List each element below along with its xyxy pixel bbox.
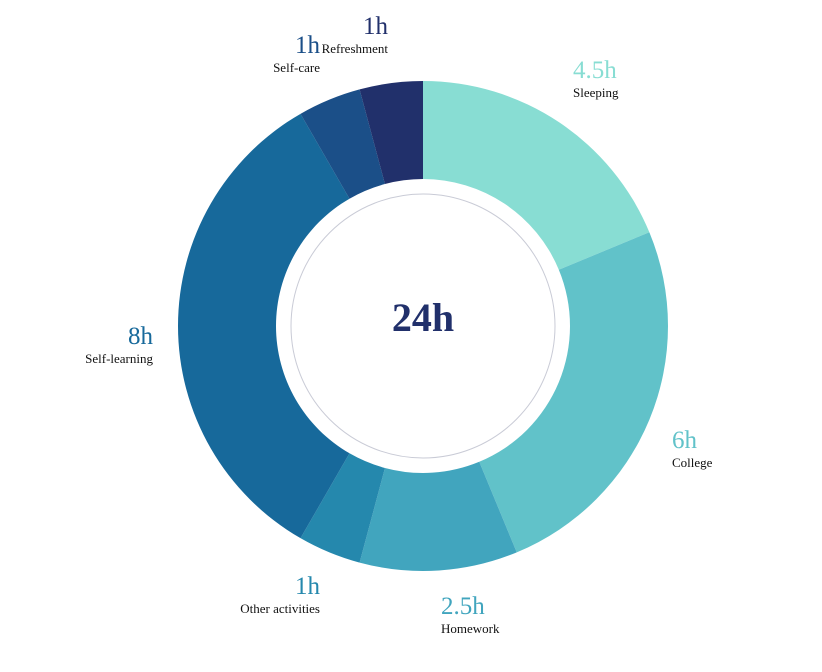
slice-label-self-learning: 8h Self-learning bbox=[53, 324, 153, 365]
slice-sleeping bbox=[423, 81, 650, 270]
slice-value-self-learning: 8h bbox=[128, 323, 153, 350]
slice-refreshment bbox=[359, 81, 423, 185]
slice-label-other-activities: 1h Other activities bbox=[220, 574, 320, 615]
slice-other-activities bbox=[300, 453, 385, 563]
slice-label-refreshment: 1h Refreshment bbox=[288, 14, 388, 55]
slice-name-self-care: Self-care bbox=[273, 60, 320, 75]
slice-value-college: 6h bbox=[672, 427, 697, 454]
slice-self-care bbox=[300, 89, 385, 199]
slice-name-refreshment: Refreshment bbox=[321, 41, 388, 56]
slice-name-self-learning: Self-learning bbox=[85, 351, 153, 366]
slice-value-sleeping: 4.5h bbox=[573, 57, 617, 84]
slice-value-other-activities: 1h bbox=[295, 573, 320, 600]
slice-name-homework: Homework bbox=[441, 621, 500, 636]
slice-name-college: College bbox=[672, 455, 713, 470]
slice-homework bbox=[359, 461, 517, 571]
inner-ring bbox=[290, 193, 556, 459]
total-hours-label: 24h bbox=[391, 295, 455, 340]
slice-value-refreshment: 1h bbox=[363, 13, 388, 40]
slice-value-self-care: 1h bbox=[295, 32, 320, 59]
slice-college bbox=[479, 232, 668, 553]
slice-label-self-care: 1h Self-care bbox=[220, 33, 320, 74]
slice-self-learning bbox=[178, 113, 350, 539]
slice-name-sleeping: Sleeping bbox=[573, 85, 619, 100]
slice-label-sleeping: 4.5h Sleeping bbox=[573, 58, 619, 99]
slice-name-other-activities: Other activities bbox=[240, 601, 320, 616]
slice-label-college: 6h College bbox=[672, 428, 712, 469]
slice-value-homework: 2.5h bbox=[441, 593, 485, 620]
slice-label-homework: 2.5h Homework bbox=[441, 594, 500, 635]
